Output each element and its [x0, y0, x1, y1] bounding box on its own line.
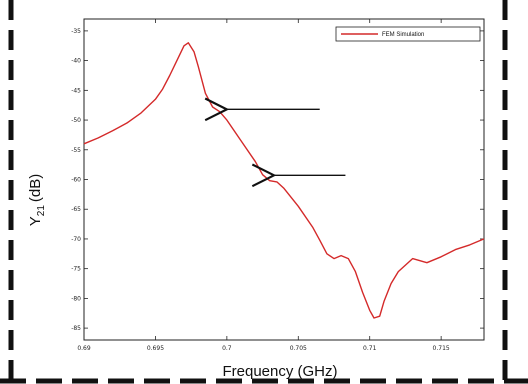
y-tick-label: -85 [71, 325, 81, 332]
y-tick-label: -40 [71, 58, 81, 65]
y-tick-label: -35 [71, 28, 81, 35]
x-tick-label: 0.695 [147, 345, 164, 352]
plot-area: -35 -40 -45 -50 -55 -60 -65 -70 -75 -80 -85 0.69 0.6… [71, 18, 485, 352]
y-tick-label: -50 [71, 117, 81, 124]
legend-label: FEM Simulation [382, 32, 424, 38]
y-tick-label: -80 [71, 295, 81, 302]
y-tick-label: -70 [71, 236, 81, 243]
y-axis-label: Y21 (dB) [27, 174, 47, 226]
x-tick-label: 0.69 [77, 345, 91, 352]
y-axis-label-sub: 21 [36, 205, 47, 217]
x-tick-label: 0.715 [433, 345, 450, 352]
x-tick-label: 0.7 [222, 345, 232, 352]
plot-frame [83, 18, 485, 341]
x-tick-label: 0.705 [290, 345, 307, 352]
y-tick-label: -45 [71, 87, 81, 94]
y-tick-label: -75 [71, 266, 81, 273]
svg-text:Y21(dB): Y21 (dB) [27, 174, 47, 226]
series-line-fem-simulation [83, 42, 485, 319]
y-axis-label-main: Y [27, 216, 44, 226]
y-tick-label: -55 [71, 147, 81, 154]
y-tick-label: -60 [71, 177, 81, 184]
x-axis-label: Frequency (GHz) [222, 363, 337, 380]
x-tick-label: 0.71 [363, 345, 377, 352]
y-tick-label: -65 [71, 206, 81, 213]
legend-box [335, 26, 481, 42]
y-axis-label-unit: (dB) [27, 174, 44, 202]
